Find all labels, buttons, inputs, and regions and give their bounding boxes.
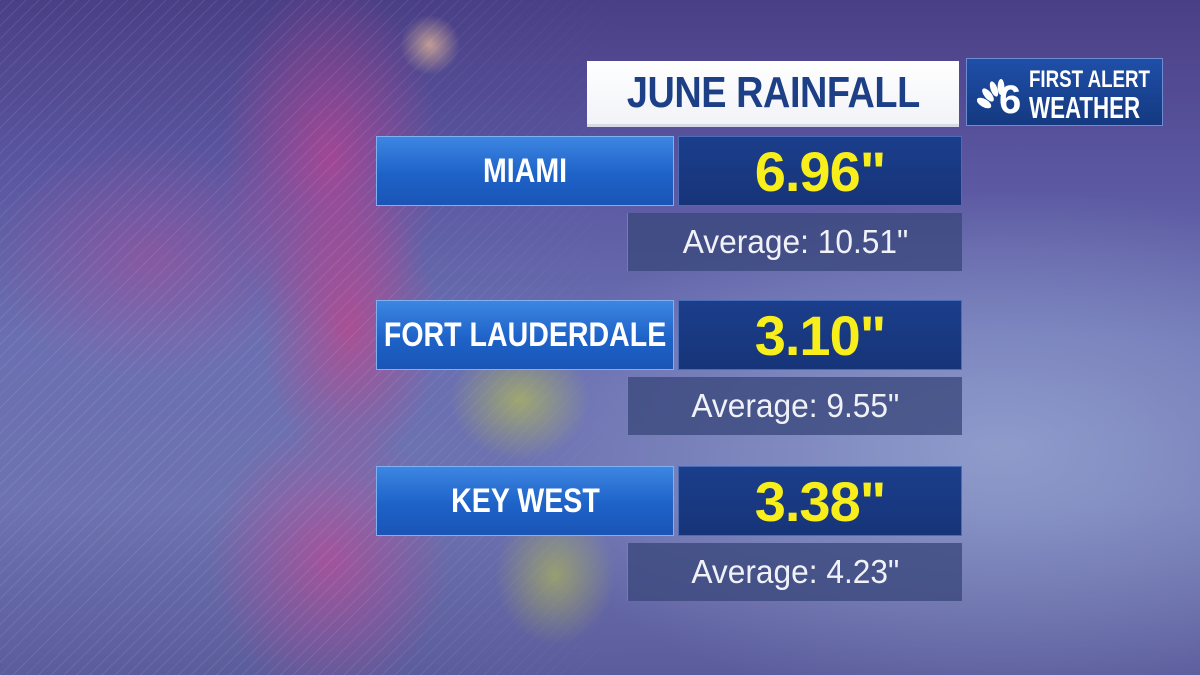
average-text: Average: 9.55" [691, 387, 899, 424]
city-label-box: FORT LAUDERDALE [376, 300, 674, 370]
city-label-box: MIAMI [376, 136, 674, 206]
title-banner: JUNE RAINFALL [587, 61, 959, 127]
rainfall-value: 3.38" [754, 469, 887, 533]
city-name: MIAMI [482, 151, 568, 190]
rainfall-value-box: 3.38" [678, 466, 962, 536]
logo-text-first-alert: FIRST ALERT [1029, 66, 1150, 93]
average-box: Average: 10.51" [627, 213, 962, 271]
average-text: Average: 10.51" [682, 223, 908, 260]
average-box: Average: 9.55" [627, 377, 962, 435]
rainfall-value-box: 3.10" [678, 300, 962, 370]
station-logo: 6 FIRST ALERT WEATHER [966, 58, 1163, 126]
logo-text-weather: WEATHER [1029, 90, 1141, 125]
nbc-peacock-6-icon: 6 [977, 78, 1021, 117]
city-name: KEY WEST [450, 481, 600, 520]
rainfall-value: 3.10" [754, 303, 887, 367]
city-name: FORT LAUDERDALE [383, 315, 667, 354]
average-box: Average: 4.23" [627, 543, 962, 601]
graphic-title: JUNE RAINFALL [626, 67, 920, 117]
city-label-box: KEY WEST [376, 466, 674, 536]
rainfall-value-box: 6.96" [678, 136, 962, 206]
rainfall-value: 6.96" [754, 139, 887, 203]
svg-text:6: 6 [999, 78, 1021, 117]
average-text: Average: 4.23" [691, 553, 899, 590]
